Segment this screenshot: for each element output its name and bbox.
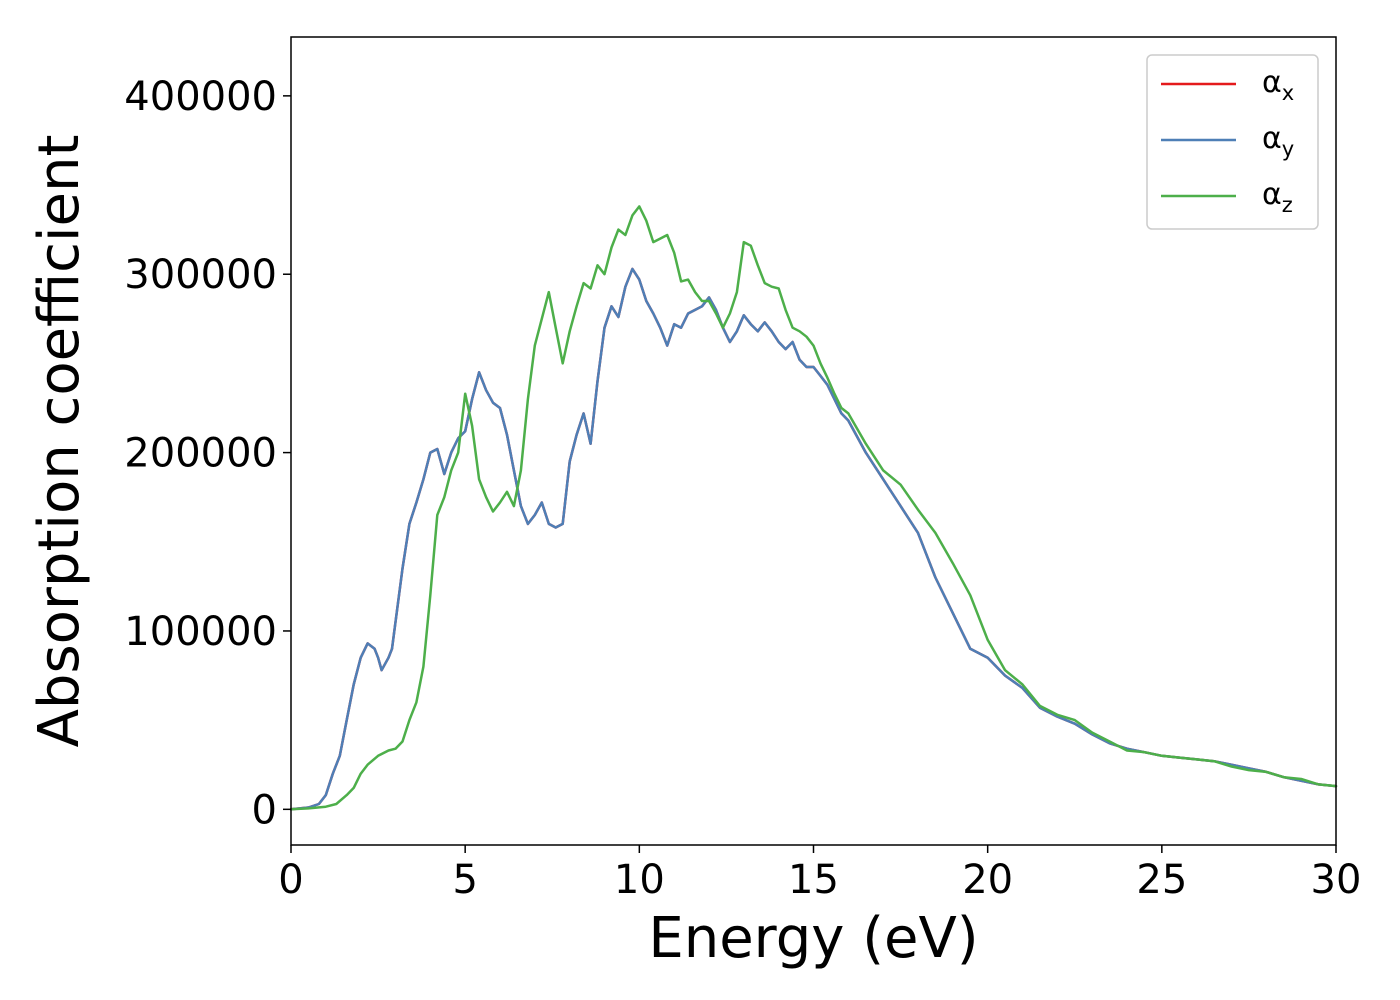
x-tick-label: 20 [962, 857, 1013, 903]
legend: αx αy αz [1146, 54, 1319, 230]
x-tick-label: 0 [278, 857, 303, 903]
x-tick-label: 30 [1311, 857, 1362, 903]
series-line-y [289, 267, 1338, 811]
y-axis-title: Absorption coefficient [27, 135, 92, 748]
x-tick-label: 25 [1136, 857, 1187, 903]
y-tick-label: 0 [252, 787, 277, 833]
x-tick-label: 15 [788, 857, 839, 903]
x-axis-title: Energy (eV) [648, 906, 978, 971]
y-axis-ticks: 0 100000 200000 300000 400000 [124, 74, 291, 833]
series-layer [289, 205, 1338, 811]
y-tick-label: 400000 [124, 74, 277, 120]
legend-box [1146, 54, 1319, 230]
series-line-z [289, 205, 1338, 811]
legend-label-z: αz [1262, 177, 1293, 217]
y-tick-label: 100000 [124, 609, 277, 655]
x-axis-ticks: 0 5 10 15 20 25 30 [278, 845, 1361, 903]
legend-label-y: αy [1262, 121, 1294, 161]
x-tick-label: 5 [452, 857, 477, 903]
legend-label-x: αx [1262, 65, 1294, 105]
y-tick-label: 300000 [124, 252, 277, 298]
x-tick-label: 10 [614, 857, 665, 903]
y-tick-label: 200000 [124, 431, 277, 477]
